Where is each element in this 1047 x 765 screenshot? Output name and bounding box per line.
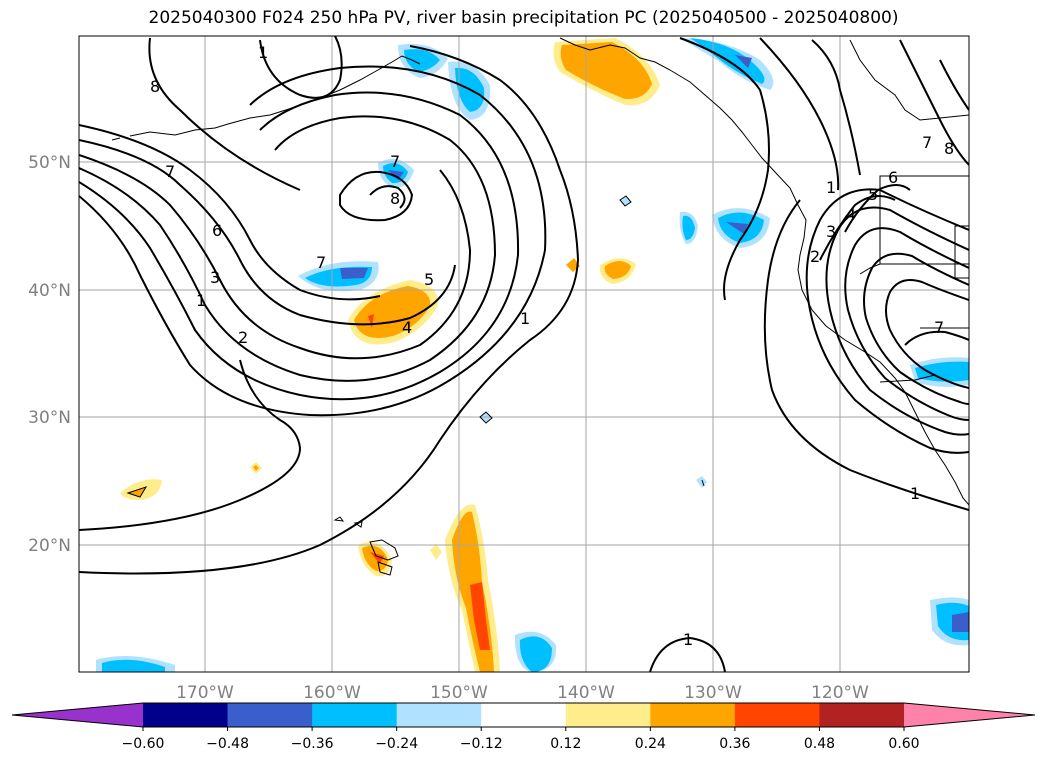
- lon-label: 170°W: [176, 683, 234, 703]
- contour-label: 5: [868, 185, 878, 204]
- colorbar-segment: [481, 703, 567, 727]
- colorbar-tick-label: −0.60: [122, 736, 165, 752]
- contour-label: 1: [910, 484, 920, 503]
- colorbar-tick-label: 0.12: [550, 736, 581, 752]
- colorbar-extend-high: [904, 703, 1035, 727]
- contour-label: 1: [520, 309, 530, 328]
- colorbar-segment: [650, 703, 736, 727]
- contour-label: 7: [390, 152, 400, 171]
- colorbar-segment: [565, 703, 651, 727]
- contour-label: 6: [888, 168, 898, 187]
- pv-contours: [79, 36, 969, 672]
- lon-label: 150°W: [430, 683, 488, 703]
- contour-label: 2: [238, 328, 248, 347]
- lat-label: 50°N: [28, 153, 71, 173]
- colorbar-tick-label: −0.24: [375, 736, 418, 752]
- latitude-labels: 50°N 40°N 30°N 20°N: [28, 153, 71, 556]
- colorbar-segment: [819, 703, 905, 727]
- contour-label: 8: [150, 77, 160, 96]
- precip-negative-shading: [96, 38, 969, 672]
- contour-label: 8: [390, 189, 400, 208]
- contour-labels: 1 8 7 6 3 1 2 7 8 7 5 4 1 1 1 2 3 4 5 6 …: [150, 43, 954, 649]
- colorbar-segment: [312, 703, 398, 727]
- lon-label: 120°W: [811, 683, 869, 703]
- colorbar-segment: [227, 703, 313, 727]
- contour-label: 7: [934, 318, 944, 337]
- lon-label: 140°W: [557, 683, 615, 703]
- colorbar-tick-label: −0.36: [291, 736, 334, 752]
- longitude-labels: 170°W 160°W 150°W 140°W 130°W 120°W: [176, 683, 869, 703]
- contour-label: 7: [165, 162, 175, 181]
- contour-label: 3: [826, 222, 836, 241]
- colorbar-segment: [143, 703, 229, 727]
- colorbar-tick-label: 0.24: [635, 736, 666, 752]
- colorbar-tick-label: −0.12: [460, 736, 503, 752]
- lon-label: 160°W: [303, 683, 361, 703]
- contour-label: 7: [316, 253, 326, 272]
- colorbar-tick-label: 0.48: [804, 736, 835, 752]
- contour-label: 4: [402, 318, 412, 337]
- lat-label: 20°N: [28, 536, 71, 556]
- contour-label: 4: [846, 205, 856, 224]
- contour-label: 1: [258, 43, 268, 62]
- contour-label: 6: [212, 221, 222, 240]
- colorbar-ticks: −0.60 −0.48 −0.36 −0.24 −0.12 0.12 0.24 0.36 0.4…: [122, 727, 920, 752]
- contour-label: 1: [683, 630, 693, 649]
- colorbar: [11, 702, 1036, 728]
- colorbar-segment: [396, 703, 482, 727]
- contour-label: 8: [944, 139, 954, 158]
- lon-label: 130°W: [684, 683, 742, 703]
- map-title: 2025040300 F024 250 hPa PV, river basin …: [148, 8, 899, 28]
- graticule: [79, 36, 969, 672]
- colorbar-tick-label: 0.36: [719, 736, 750, 752]
- colorbar-segment: [734, 703, 820, 727]
- contour-label: 2: [810, 247, 820, 266]
- contour-label: 1: [826, 178, 836, 197]
- map-area: 1 8 7 6 3 1 2 7 8 7 5 4 1 1 1 2 3 4 5 6 …: [79, 36, 969, 672]
- contour-label: 3: [210, 268, 220, 287]
- lat-label: 30°N: [28, 408, 71, 428]
- colorbar-extend-low: [12, 703, 143, 727]
- colorbar-tick-label: 0.60: [888, 736, 919, 752]
- contour-label: 7: [922, 133, 932, 152]
- colorbar-tick-label: −0.48: [206, 736, 249, 752]
- contour-label: 5: [424, 270, 434, 289]
- map-frame: [78, 35, 970, 673]
- lat-label: 40°N: [28, 281, 71, 301]
- contour-label: 1: [196, 291, 206, 310]
